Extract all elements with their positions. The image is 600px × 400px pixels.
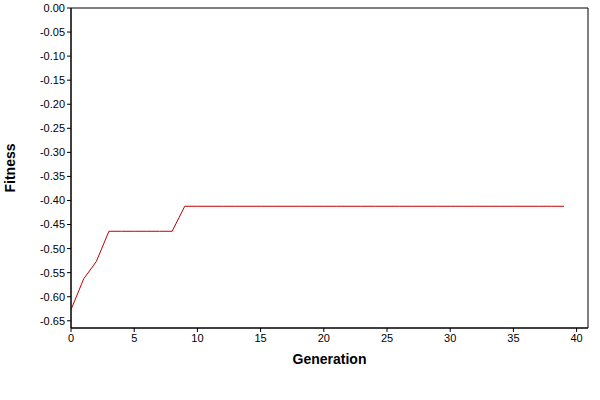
svg-text:Fitness: Fitness [8,143,18,192]
svg-text:-0.10: -0.10 [40,50,65,62]
svg-text:-0.40: -0.40 [40,194,65,206]
svg-text:-0.55: -0.55 [40,267,65,279]
svg-text:0.00: 0.00 [44,2,65,14]
svg-text:-0.30: -0.30 [40,146,65,158]
svg-text:35: 35 [507,332,519,344]
svg-text:-0.25: -0.25 [40,122,65,134]
svg-text:Generation: Generation [293,351,367,367]
svg-text:20: 20 [318,332,330,344]
svg-text:30: 30 [444,332,456,344]
svg-text:25: 25 [381,332,393,344]
svg-text:-0.60: -0.60 [40,291,65,303]
svg-text:40: 40 [570,332,582,344]
svg-text:0: 0 [68,332,74,344]
svg-text:-0.50: -0.50 [40,243,65,255]
svg-text:-0.45: -0.45 [40,218,65,230]
svg-text:10: 10 [191,332,203,344]
svg-text:5: 5 [131,332,137,344]
svg-text:15: 15 [254,332,266,344]
svg-text:-0.15: -0.15 [40,74,65,86]
svg-text:-0.65: -0.65 [40,315,65,327]
svg-text:-0.05: -0.05 [40,26,65,38]
svg-text:-0.20: -0.20 [40,98,65,110]
svg-text:-0.35: -0.35 [40,170,65,182]
